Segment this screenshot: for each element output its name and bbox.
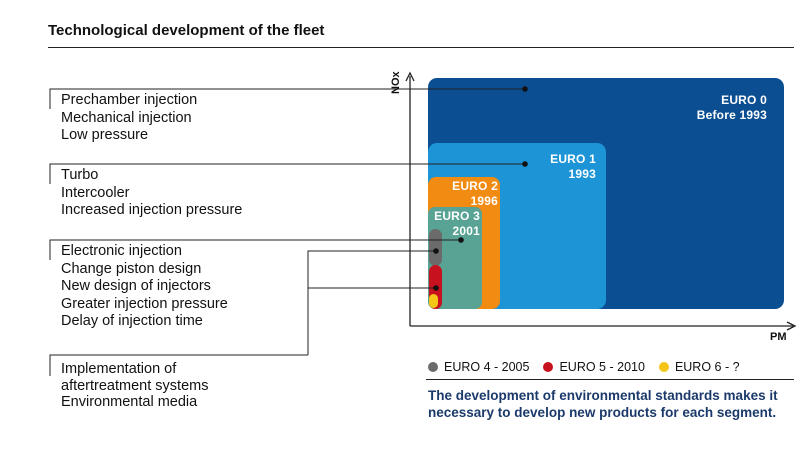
tech-item: Electronic injection [61, 243, 182, 259]
connector-euro4 [307, 248, 439, 355]
tech-item: Intercooler [61, 184, 130, 201]
tech-group-3: Electronic injection Change piston desig… [61, 243, 228, 331]
connector-group-2 [49, 161, 528, 184]
legend-dot [658, 362, 669, 372]
legend-item-euro5: EURO 5 - 2010 [543, 360, 645, 374]
euro3-label: EURO 3 2001 [434, 209, 480, 238]
tech-item: Low pressure [61, 127, 149, 143]
tech-item: Prechamber injection [61, 92, 198, 108]
connector-group-3 [49, 237, 464, 260]
y-axis-arrow [405, 71, 415, 82]
connector-group-1 [49, 86, 528, 109]
tech-item: Mechanical injection [61, 109, 192, 126]
connector-euro5 [49, 285, 439, 376]
euro1-label: EURO 1 1993 [550, 152, 596, 181]
tech-item: Turbo [61, 167, 99, 183]
euro0-label: EURO 0 Before 1993 [696, 93, 767, 122]
euro4-shape [429, 229, 442, 266]
tech-item: Change piston design [61, 260, 202, 277]
legend: EURO 4 - 2005 EURO 5 - 2010 EURO 6 - ? [428, 360, 754, 374]
tech-item: New design of injectors [61, 278, 211, 294]
legend-item-euro6: EURO 6 - ? [658, 360, 740, 374]
tech-item: Implementation of [61, 361, 177, 377]
euro2-label: EURO 2 1996 [452, 179, 498, 208]
tech-item: Environmental media [61, 394, 198, 410]
legend-dot [543, 362, 554, 372]
x-axis-arrow [786, 321, 797, 331]
legend-divider [426, 379, 794, 380]
tech-group-2: Turbo Intercooler Increased injection pr… [61, 167, 242, 220]
euro6-shape [429, 294, 438, 308]
tech-group-1: Prechamber injection Mechanical injectio… [61, 92, 197, 145]
tech-item: Delay of injection time [61, 313, 203, 329]
summary-note: The development of environmental standar… [428, 388, 778, 420]
x-axis-label: PM [770, 331, 787, 343]
tech-item: aftertreatment systems [61, 377, 209, 394]
tech-item: Increased injection pressure [61, 202, 243, 218]
y-axis-label: NOx [390, 71, 402, 94]
title-divider [48, 47, 794, 48]
tech-item: Greater injection pressure [61, 295, 228, 312]
legend-item-euro4: EURO 4 - 2005 [428, 360, 529, 374]
tech-group-4: Implementation of aftertreatment systems… [61, 361, 208, 411]
page-title: Technological development of the fleet [48, 22, 325, 39]
legend-dot [428, 362, 438, 372]
